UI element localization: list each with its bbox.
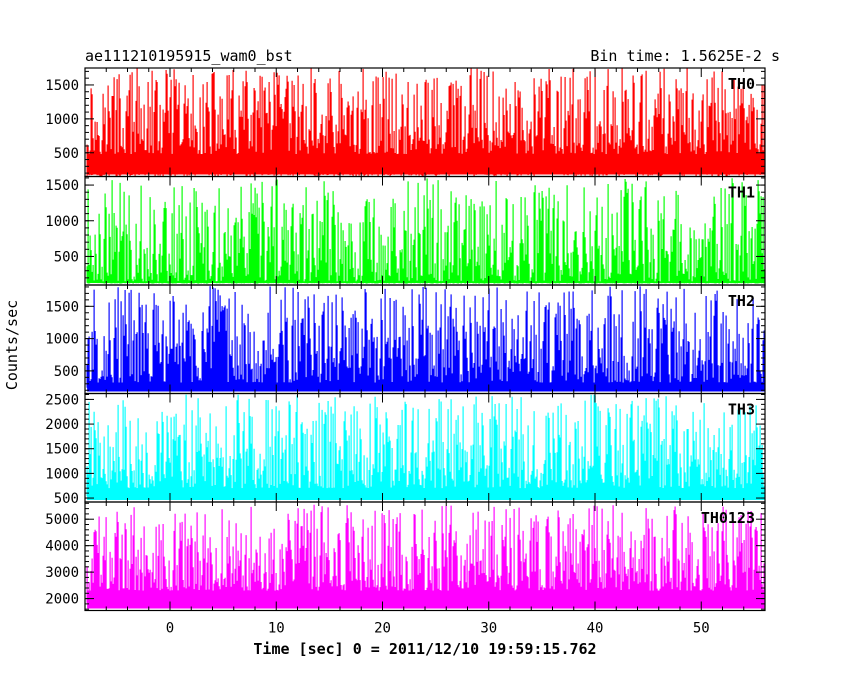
series-th3-band: [87, 488, 765, 500]
series-th2-band: [87, 382, 765, 392]
panel-th0123: 2000 3000 4000 5000 TH0123: [45, 501, 766, 612]
panel-th1: 500 1000 1500 TH1: [45, 175, 766, 286]
y-axis-label: Counts/sec: [3, 300, 21, 390]
y-tick-label: 1000: [45, 332, 79, 348]
y-tick-label: 3000: [45, 565, 79, 581]
y-tick-label: 2500: [45, 392, 79, 408]
series-th0-band: [87, 154, 765, 175]
x-tick-label: 50: [693, 621, 710, 637]
x-tick-label: 10: [268, 621, 285, 637]
y-tick-label: 1500: [45, 299, 79, 315]
panel-label-th2: TH2: [728, 292, 755, 310]
plot-title-right: Bin time: 1.5625E-2 s: [590, 47, 780, 65]
panel-label-th1: TH1: [728, 184, 755, 202]
panel-th0: 500 1000 1500 TH0: [45, 67, 766, 178]
x-tick-label: 20: [374, 621, 391, 637]
y-tick-label: 1500: [45, 178, 79, 194]
series-th0123-band: [87, 590, 765, 609]
series-th2-trace: [86, 286, 765, 391]
x-tick-label: 0: [166, 621, 174, 637]
plot-title-left: ae111210195915_wam0_bst: [85, 47, 293, 65]
panel-th2: 500 1000 1500 TH2: [45, 284, 766, 395]
y-tick-label: 500: [54, 146, 79, 162]
y-tick-label: 1000: [45, 214, 79, 230]
panel-label-th3: TH3: [728, 401, 755, 419]
series-th1-trace: [86, 178, 765, 284]
panel-label-th0123: TH0123: [701, 509, 755, 527]
y-tick-label: 500: [54, 491, 79, 507]
y-tick-label: 1000: [45, 112, 79, 128]
y-tick-label: 1500: [45, 78, 79, 94]
y-tick-label: 500: [54, 364, 79, 380]
y-tick-label: 4000: [45, 539, 79, 555]
x-axis-label: Time [sec] 0 = 2011/12/10 19:59:15.762: [253, 640, 596, 658]
panel-label-th0: TH0: [728, 75, 755, 93]
y-tick-label: 500: [54, 249, 79, 265]
y-tick-label: 1500: [45, 442, 79, 458]
y-tick-label: 5000: [45, 512, 79, 528]
series-th1-band: [87, 281, 765, 283]
series-th3-trace: [86, 394, 765, 500]
y-tick-label: 1000: [45, 466, 79, 482]
x-tick-label: 30: [480, 621, 497, 637]
y-tick-label: 2000: [45, 417, 79, 433]
panel-th3: 500 1000 1500 2000 2500 TH3: [45, 392, 766, 507]
y-tick-label: 2000: [45, 592, 79, 608]
x-tick-label: 40: [587, 621, 604, 637]
